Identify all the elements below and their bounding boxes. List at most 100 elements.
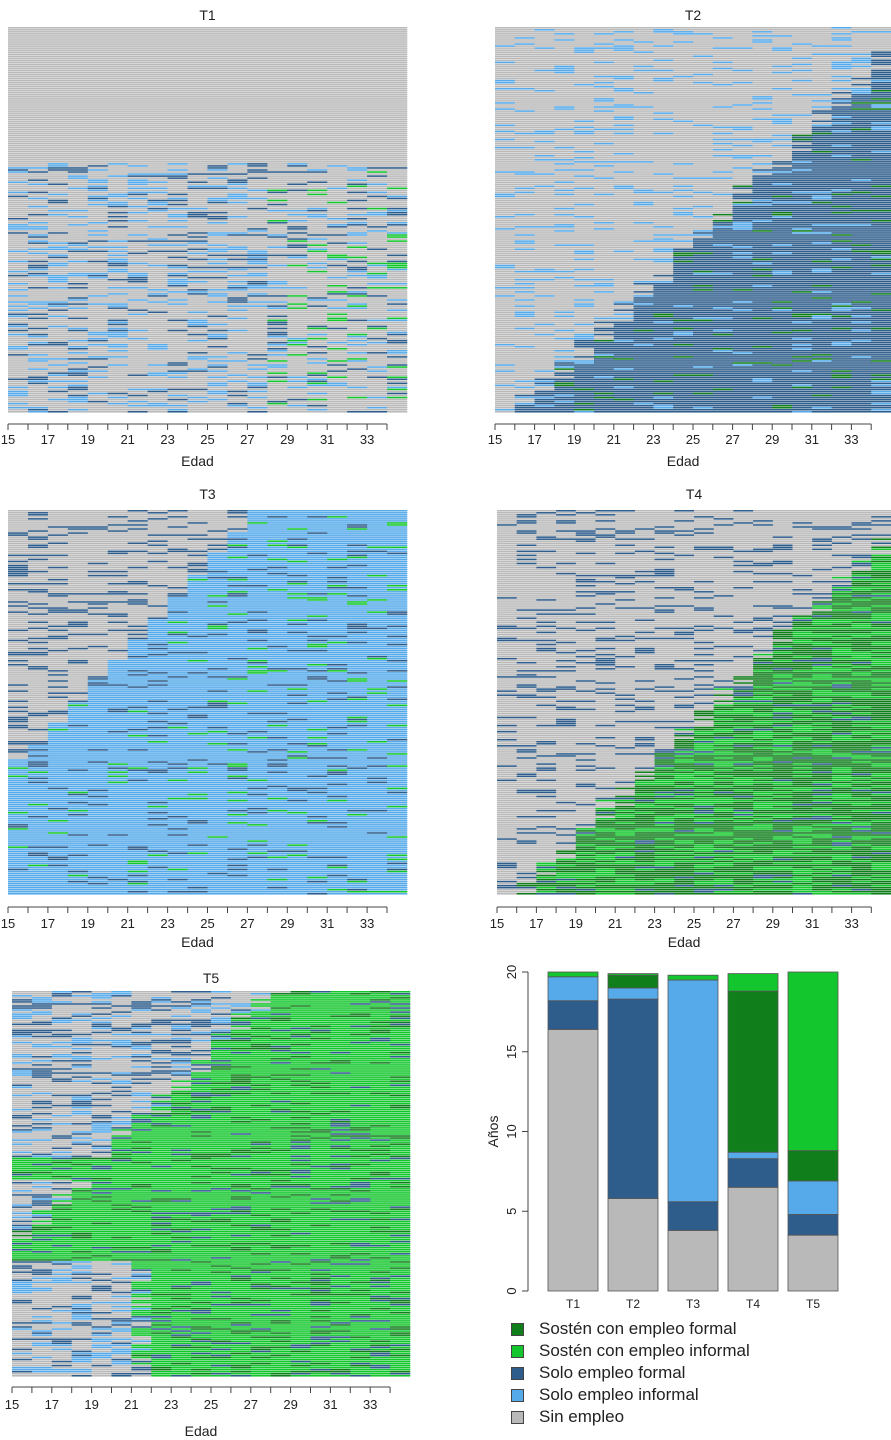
x-axis-label: Edad <box>181 934 214 950</box>
x-tick-label: 29 <box>280 916 294 931</box>
x-tick-label: 17 <box>45 1397 59 1412</box>
x-tick-label: 21 <box>607 432 621 447</box>
y-tick-label: 15 <box>504 1045 519 1059</box>
bar-segment <box>667 1201 719 1231</box>
bar-category-label: T1 <box>566 1297 580 1311</box>
x-tick-label: 19 <box>567 432 581 447</box>
y-tick-label: 0 <box>504 1287 519 1294</box>
bar-segment <box>727 1151 779 1160</box>
x-tick-label: 23 <box>646 432 660 447</box>
y-axis-label: Años <box>485 1116 501 1148</box>
x-tick-label: 31 <box>320 432 334 447</box>
x-tick-label: 19 <box>569 916 583 931</box>
bar-segment <box>547 971 599 978</box>
panel-title: T5 <box>203 970 220 986</box>
bar-segment <box>727 1158 779 1188</box>
x-tick-label: 31 <box>320 916 334 931</box>
panel-title: T1 <box>199 7 216 23</box>
legend-label: Solo empleo informal <box>539 1385 699 1404</box>
panel-title: T2 <box>685 7 702 23</box>
bar-category-label: T5 <box>806 1297 820 1311</box>
x-tick-label: 27 <box>725 432 739 447</box>
bar-segment <box>547 976 599 1002</box>
x-tick-label: 25 <box>204 1397 218 1412</box>
x-tick-label: 27 <box>240 432 254 447</box>
x-tick-label: 21 <box>124 1397 138 1412</box>
x-tick-label: 25 <box>686 432 700 447</box>
x-tick-label: 31 <box>323 1397 337 1412</box>
x-tick-label: 15 <box>1 916 15 931</box>
x-tick-label: 29 <box>283 1397 297 1412</box>
bar-segment <box>547 1000 599 1030</box>
legend-label: Sin empleo <box>539 1407 625 1426</box>
legend-label: Sostén con empleo informal <box>539 1341 750 1360</box>
x-tick-label: 17 <box>41 916 55 931</box>
x-tick-label: 19 <box>81 432 95 447</box>
sequence-panel-t2: T2 15 17 19 21 23 25 27 29 31 33 Edad <box>488 7 891 469</box>
x-tick-label: 25 <box>687 916 701 931</box>
y-tick-label: 10 <box>504 1124 519 1138</box>
bar-segment <box>667 1229 719 1292</box>
x-tick-label: 31 <box>805 432 819 447</box>
x-tick-label: 31 <box>805 916 819 931</box>
bar-category-label: T4 <box>746 1297 760 1311</box>
x-tick-label: 19 <box>84 1397 98 1412</box>
bar-segment <box>607 973 659 976</box>
x-axis-label: Edad <box>185 1423 218 1439</box>
bar-segment <box>727 1186 779 1292</box>
x-tick-label: 19 <box>81 916 95 931</box>
bar-segment <box>787 1214 839 1236</box>
bar-segment <box>607 974 659 989</box>
legend-label: Sostén con empleo formal <box>539 1319 737 1338</box>
panel-title: T3 <box>199 486 216 502</box>
legend-item: Sostén con empleo informal <box>511 1340 750 1362</box>
legend-swatch <box>511 1344 524 1358</box>
bar-segment <box>607 987 659 1000</box>
legend-item: Sin empleo <box>511 1406 750 1428</box>
x-tick-label: 23 <box>160 916 174 931</box>
x-tick-label: 27 <box>726 916 740 931</box>
legend-label: Solo empleo formal <box>539 1363 686 1382</box>
bar-segment <box>787 1150 839 1182</box>
x-tick-label: 29 <box>766 916 780 931</box>
bar-segment <box>667 974 719 981</box>
sequence-panel-t3: T3 15 17 19 21 23 25 27 29 31 33 Edad <box>1 486 408 950</box>
x-tick-label: 21 <box>120 432 134 447</box>
x-tick-label: 25 <box>200 432 214 447</box>
legend-swatch <box>511 1410 524 1424</box>
sequence-panel-t5: T5 15 17 19 21 23 25 27 29 31 33 Edad <box>5 970 411 1439</box>
x-axis-label: Edad <box>181 453 214 469</box>
bar-segment <box>547 1029 599 1292</box>
legend-item: Solo empleo formal <box>511 1362 750 1384</box>
y-tick-label: 20 <box>504 965 519 979</box>
bar-category-label: T3 <box>686 1297 700 1311</box>
bar-segment <box>787 1234 839 1292</box>
x-axis-label: Edad <box>668 934 701 950</box>
x-tick-label: 21 <box>608 916 622 931</box>
x-tick-label: 33 <box>844 432 858 447</box>
x-tick-label: 27 <box>244 1397 258 1412</box>
x-tick-label: 25 <box>200 916 214 931</box>
x-tick-label: 17 <box>41 432 55 447</box>
x-tick-label: 33 <box>844 916 858 931</box>
x-axis-label: Edad <box>667 453 700 469</box>
x-tick-label: 17 <box>529 916 543 931</box>
x-tick-label: 29 <box>765 432 779 447</box>
x-tick-label: 29 <box>280 432 294 447</box>
bar-segment <box>607 998 659 1199</box>
x-tick-label: 15 <box>1 432 15 447</box>
legend-swatch <box>511 1322 524 1336</box>
bar-legend: Sostén con empleo formal Sostén con emple… <box>511 1318 750 1428</box>
x-tick-label: 23 <box>647 916 661 931</box>
legend-item: Solo empleo informal <box>511 1384 750 1406</box>
panel-title: T4 <box>686 486 703 502</box>
bar-segment <box>787 971 839 1152</box>
x-tick-label: 15 <box>490 916 504 931</box>
x-tick-label: 27 <box>240 916 254 931</box>
x-tick-label: 17 <box>527 432 541 447</box>
bar-segment <box>727 990 779 1153</box>
legend-swatch <box>511 1388 524 1402</box>
y-tick-label: 5 <box>504 1208 519 1215</box>
x-tick-label: 33 <box>363 1397 377 1412</box>
